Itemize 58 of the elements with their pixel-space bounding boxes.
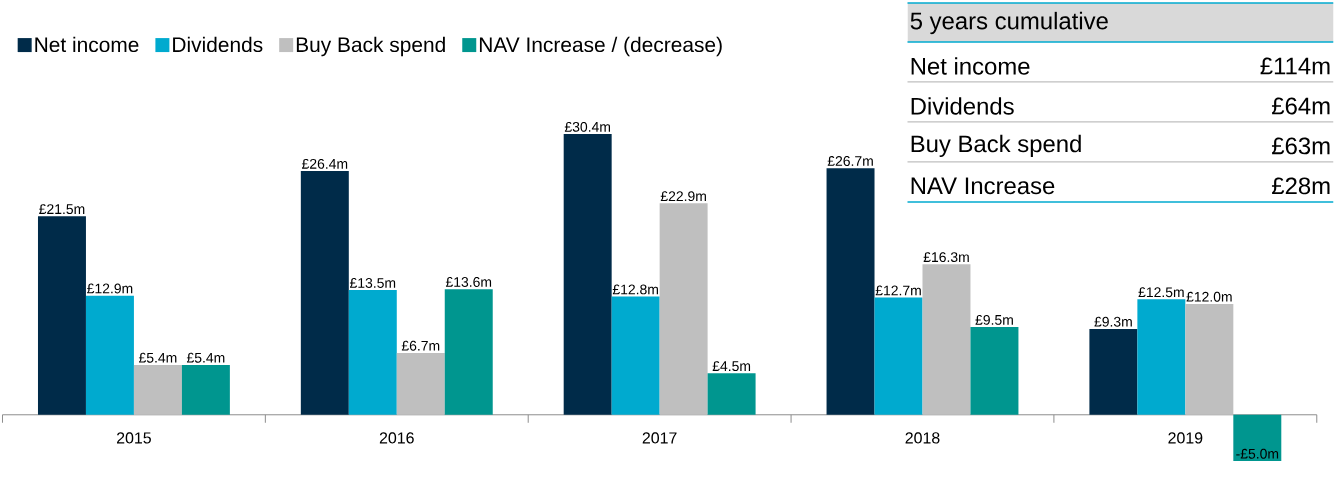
- legend-label: Net income: [35, 36, 139, 53]
- data-label: £26.4m: [301, 159, 348, 169]
- annotation: Buy Back spend: [911, 134, 1081, 158]
- annotation: NAV Increase: [911, 177, 1055, 195]
- data-label: £12.0m: [1186, 292, 1232, 302]
- data-label: £13.5m: [349, 278, 396, 289]
- x-tick-label: 2015: [117, 432, 151, 444]
- x-tick-label: 2018: [905, 432, 940, 444]
- legend-label: Buy Back spend: [296, 36, 445, 57]
- legend-label: Dividends: [173, 36, 263, 53]
- data-label: £5.4m: [186, 352, 225, 363]
- bar: [1185, 304, 1234, 415]
- bar: [37, 216, 86, 415]
- x-tick-label: 2019: [1168, 432, 1203, 444]
- data-label: £13.6m: [445, 277, 492, 288]
- data-label: £12.8m: [612, 284, 658, 295]
- data-label: £9.3m: [1094, 316, 1132, 327]
- data-label: -£5.0m: [1236, 449, 1279, 459]
- data-label: £22.9m: [660, 191, 706, 202]
- data-label: £26.7m: [827, 156, 873, 167]
- annotation: £28m: [1271, 177, 1330, 195]
- data-label: £12.9m: [87, 283, 133, 294]
- legend-label: NAV Increase / (decrease): [479, 36, 722, 57]
- data-label: £5.4m: [138, 352, 177, 363]
- bar: [85, 295, 134, 415]
- data-label: £12.5m: [1138, 287, 1184, 298]
- text: Dividends: [911, 97, 1014, 115]
- bar: [611, 296, 660, 415]
- data-label: £30.4m: [564, 122, 610, 132]
- data-label: £12.7m: [875, 285, 921, 296]
- text: 5 years cumulative: [910, 11, 1108, 35]
- bar: [133, 365, 182, 415]
- bar: [1137, 299, 1186, 415]
- data-label: £9.5m: [975, 315, 1013, 325]
- bar: [970, 327, 1019, 415]
- text: £114m: [1260, 57, 1330, 75]
- bar: [826, 168, 875, 415]
- data-label: £6.7m: [401, 340, 440, 351]
- text: £64m: [1271, 97, 1330, 115]
- bar: [444, 289, 493, 415]
- bar: [1089, 329, 1138, 415]
- text: Net income: [911, 57, 1030, 75]
- bar: [396, 353, 445, 415]
- bar: [874, 297, 923, 415]
- bar: [181, 365, 230, 415]
- data-label: £16.3m: [923, 252, 969, 263]
- data-label: £4.5m: [712, 361, 751, 372]
- x-tick-label: 2016: [379, 432, 414, 444]
- bar: [922, 264, 971, 415]
- data-label: £21.5m: [39, 204, 85, 215]
- bar: [348, 290, 397, 415]
- bar: [563, 134, 612, 415]
- bar: [300, 171, 349, 415]
- bar: [707, 373, 756, 415]
- bar: [659, 203, 708, 415]
- bar: [1233, 414, 1282, 462]
- annotation: £63m: [1271, 137, 1330, 155]
- x-tick-label: 2017: [642, 432, 677, 444]
